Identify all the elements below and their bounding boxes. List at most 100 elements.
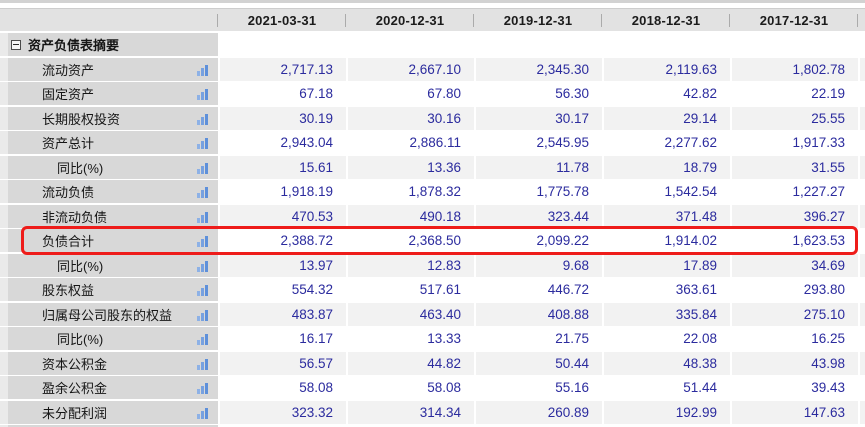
row-label-cell: 归属母公司股东的权益 <box>8 302 218 326</box>
row-label-cell: 非流动负债 <box>8 204 218 228</box>
row-edge-sliver <box>858 327 865 350</box>
bar-chart-icon[interactable] <box>197 138 208 149</box>
value-cell <box>346 33 474 56</box>
bar-chart-icon[interactable] <box>197 358 208 370</box>
table-row[interactable]: 长期股权投资 30.19 30.16 30.17 29.14 25.55 <box>0 106 865 130</box>
value-cell: 13.33 <box>346 327 474 350</box>
table-row[interactable]: 固定资产 67.18 67.80 56.30 42.82 22.19 <box>0 82 865 105</box>
bar-chart-icon[interactable] <box>197 113 208 125</box>
value-cell: 56.30 <box>474 82 602 105</box>
table-row[interactable]: 负债合计 2,388.72 2,368.50 2,099.22 1,914.02 1,62… <box>0 229 865 252</box>
value-cell: 396.27 <box>730 204 858 228</box>
tree-gutter <box>0 131 8 154</box>
tree-gutter <box>0 278 8 301</box>
column-header-2019-12-31[interactable]: 2019-12-31 <box>474 9 602 31</box>
row-edge-sliver <box>858 302 865 326</box>
value-cell: 31.55 <box>730 155 858 179</box>
column-header-2021-03-31[interactable]: 2021-03-31 <box>218 9 346 31</box>
tree-gutter <box>0 204 8 228</box>
row-label-cell: 固定资产 <box>8 82 218 105</box>
column-header-2017-12-31[interactable]: 2017-12-31 <box>730 9 858 31</box>
value-cell: 2,099.22 <box>474 229 602 252</box>
value-cell: 16.25 <box>730 327 858 350</box>
value-cell: 13.36 <box>346 155 474 179</box>
row-label: 同比(%) <box>57 160 104 176</box>
table-row[interactable]: 归属母公司股东的权益 483.87 463.40 408.88 335.84 275.10 <box>0 302 865 326</box>
value-cell: 1,227.27 <box>730 180 858 203</box>
value-cell: 323.44 <box>474 204 602 228</box>
value-cell: 15.61 <box>218 155 346 179</box>
value-cell: 51.44 <box>602 376 730 399</box>
value-cell: 470.53 <box>218 204 346 228</box>
value-cell: 22.19 <box>730 82 858 105</box>
value-cell: 43.98 <box>730 351 858 375</box>
bar-chart-icon[interactable] <box>197 162 208 174</box>
row-label: 流动负债 <box>42 185 95 200</box>
value-cell: 22.08 <box>602 327 730 350</box>
partial-label-cell <box>8 425 218 427</box>
bar-chart-icon[interactable] <box>197 334 208 345</box>
partial-next-row <box>0 425 865 427</box>
value-cell <box>602 33 730 56</box>
value-cell: 21.75 <box>474 327 602 350</box>
value-cell: 50.44 <box>474 351 602 375</box>
bar-chart-icon[interactable] <box>197 236 208 247</box>
value-cell: 147.63 <box>730 400 858 424</box>
value-cell: 2,667.10 <box>346 57 474 81</box>
value-cell: 2,388.72 <box>218 229 346 252</box>
tree-gutter <box>0 57 8 81</box>
tree-gutter <box>0 376 8 399</box>
bar-chart-icon[interactable] <box>197 64 208 76</box>
value-cell: 490.18 <box>346 204 474 228</box>
table-row[interactable]: 盈余公积金 58.08 58.08 55.16 51.44 39.43 <box>0 376 865 399</box>
table-row[interactable]: 非流动负债 470.53 490.18 323.44 371.48 396.27 <box>0 204 865 228</box>
tree-gutter <box>0 180 8 203</box>
row-label-cell: 同比(%) <box>8 155 218 179</box>
balance-sheet-summary-table: 2021-03-31 2020-12-31 2019-12-31 2018-12-31… <box>0 8 865 427</box>
bar-chart-icon[interactable] <box>197 383 208 394</box>
table-row[interactable]: 同比(%) 13.97 12.83 9.68 17.89 34.69 <box>0 253 865 277</box>
minus-box-icon[interactable] <box>11 39 21 50</box>
row-edge-sliver <box>858 33 865 56</box>
header-edge-sliver <box>858 9 865 31</box>
table-row[interactable]: 同比(%) 15.61 13.36 11.78 18.79 31.55 <box>0 155 865 179</box>
bar-chart-icon[interactable] <box>197 89 208 100</box>
value-cell <box>474 33 602 56</box>
bar-chart-icon[interactable] <box>197 285 208 296</box>
value-cell: 323.32 <box>218 400 346 424</box>
tree-gutter <box>0 253 8 277</box>
tree-gutter <box>0 425 8 427</box>
corner-header-cell <box>0 9 218 31</box>
tree-gutter <box>0 351 8 375</box>
table-row[interactable]: 流动资产 2,717.13 2,667.10 2,345.30 2,119.63 1,80… <box>0 57 865 81</box>
row-label: 固定资产 <box>42 87 95 102</box>
bar-chart-icon[interactable] <box>197 260 208 272</box>
value-cell: 25.55 <box>730 106 858 130</box>
value-cell: 314.34 <box>346 400 474 424</box>
table-row[interactable]: 流动负债 1,918.19 1,878.32 1,775.78 1,542.54 1,22… <box>0 180 865 203</box>
bar-chart-icon[interactable] <box>197 407 208 419</box>
row-edge-sliver <box>858 376 865 399</box>
table-row[interactable]: 资本公积金 56.57 44.82 50.44 48.38 43.98 <box>0 351 865 375</box>
value-cell: 1,542.54 <box>602 180 730 203</box>
value-cell: 2,345.30 <box>474 57 602 81</box>
bar-chart-icon[interactable] <box>197 309 208 321</box>
table-row[interactable]: 资产总计 2,943.04 2,886.11 2,545.95 2,277.62 1,91… <box>0 131 865 154</box>
value-cell: 58.08 <box>218 376 346 399</box>
row-edge-sliver <box>858 229 865 252</box>
value-cell: 483.87 <box>218 302 346 326</box>
tree-gutter <box>0 33 8 56</box>
table-row[interactable]: 同比(%) 16.17 13.33 21.75 22.08 16.25 <box>0 327 865 350</box>
bar-chart-icon[interactable] <box>197 211 208 223</box>
table-row[interactable]: 股东权益 554.32 517.61 446.72 363.61 293.80 <box>0 278 865 301</box>
tree-gutter <box>0 82 8 105</box>
bar-chart-icon[interactable] <box>197 187 208 198</box>
table-row[interactable]: 未分配利润 323.32 314.34 260.89 192.99 147.63 <box>0 400 865 424</box>
row-label: 未分配利润 <box>42 405 108 421</box>
value-cell: 12.83 <box>346 253 474 277</box>
row-label: 同比(%) <box>57 258 104 274</box>
column-header-2018-12-31[interactable]: 2018-12-31 <box>602 9 730 31</box>
section-row[interactable]: 资产负债表摘要 <box>0 33 865 56</box>
value-cell: 1,878.32 <box>346 180 474 203</box>
column-header-2020-12-31[interactable]: 2020-12-31 <box>346 9 474 31</box>
